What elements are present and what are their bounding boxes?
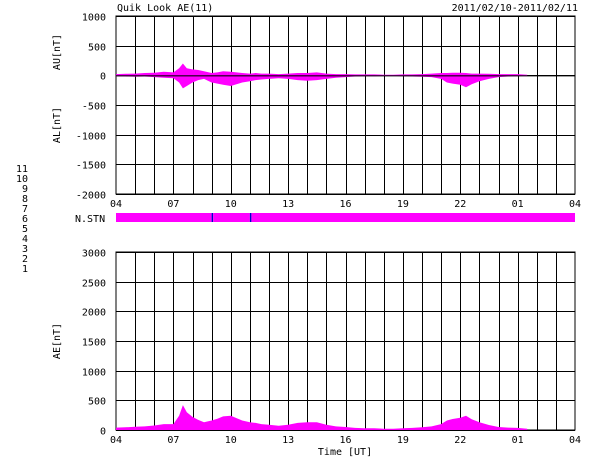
x-tick-label: 01 <box>512 435 524 446</box>
y-tick-label: 3000 <box>82 249 106 260</box>
y-tick-label: 500 <box>88 43 106 54</box>
x-axis-label: Time [UT] <box>318 447 372 458</box>
date-range: 2011/02/10-2011/02/11 <box>452 3 578 14</box>
x-tick-label: 07 <box>167 199 179 210</box>
y-tick-label: -1500 <box>76 161 106 172</box>
station-legend-number: 2 <box>22 254 28 265</box>
station-legend-number: 3 <box>22 244 28 255</box>
station-legend-number: 9 <box>22 184 28 195</box>
y-tick-label: 500 <box>88 397 106 408</box>
station-count-bar <box>116 213 575 222</box>
x-tick-label: 10 <box>225 199 237 210</box>
station-segment <box>116 213 212 222</box>
y-tick-label: -500 <box>82 102 106 113</box>
station-segment <box>211 213 214 222</box>
x-tick-label: 01 <box>512 199 524 210</box>
station-legend-number: 1 <box>22 264 28 275</box>
station-segment <box>251 213 575 222</box>
au-area <box>116 63 528 76</box>
x-tick-label: 04 <box>110 435 122 446</box>
y-tick-label: 1000 <box>82 13 106 24</box>
x-tick-label: 04 <box>110 199 122 210</box>
y-tick-label: 1000 <box>82 368 106 379</box>
ae-panel: 3000 2500 2000 1500 1000 500 0 04 07 10 13 16 19 22 01… <box>52 249 581 459</box>
station-legend-number: 5 <box>22 224 28 235</box>
y-axis-label-au: AU[nT] <box>52 34 63 70</box>
figure-title: Quik Look AE(11) <box>117 3 213 14</box>
station-legend-number: 10 <box>16 174 28 185</box>
station-segment <box>249 213 252 222</box>
x-tick-label: 19 <box>397 199 409 210</box>
x-tick-label: 10 <box>225 435 237 446</box>
x-tick-label: 04 <box>569 435 581 446</box>
station-legend-number: 8 <box>22 194 28 205</box>
x-tick-label: 22 <box>454 199 466 210</box>
y-tick-label: -2000 <box>76 191 106 202</box>
au-al-panel: 1000 500 0 -500 -1000 -1500 -2000 04 07 10 13 16 19 2… <box>52 13 581 211</box>
x-tick-label: 16 <box>339 199 351 210</box>
x-tick-label: 19 <box>397 435 409 446</box>
al-area <box>116 75 528 89</box>
y-tick-label: 0 <box>100 427 106 438</box>
station-bar-label: N.STN <box>75 214 105 225</box>
y-axis-label-ae: AE[nT] <box>52 323 63 359</box>
station-legend-number: 4 <box>22 234 28 245</box>
y-tick-label: 0 <box>100 72 106 83</box>
y-tick-label: 2000 <box>82 308 106 319</box>
station-legend-number: 7 <box>22 204 28 215</box>
y-tick-label: 1500 <box>82 338 106 349</box>
y-axis-label-al: AL[nT] <box>52 107 63 143</box>
station-legend-number: 6 <box>22 214 28 225</box>
x-tick-label: 07 <box>167 435 179 446</box>
ae-area <box>116 405 528 430</box>
x-tick-label: 04 <box>569 199 581 210</box>
x-tick-label: 13 <box>282 435 294 446</box>
x-tick-label: 16 <box>339 435 351 446</box>
station-legend-number: 11 <box>16 164 28 175</box>
y-tick-label: 2500 <box>82 279 106 290</box>
x-tick-label: 13 <box>282 199 294 210</box>
x-tick-label: 22 <box>454 435 466 446</box>
station-segment <box>213 213 250 222</box>
y-tick-label: -1000 <box>76 132 106 143</box>
